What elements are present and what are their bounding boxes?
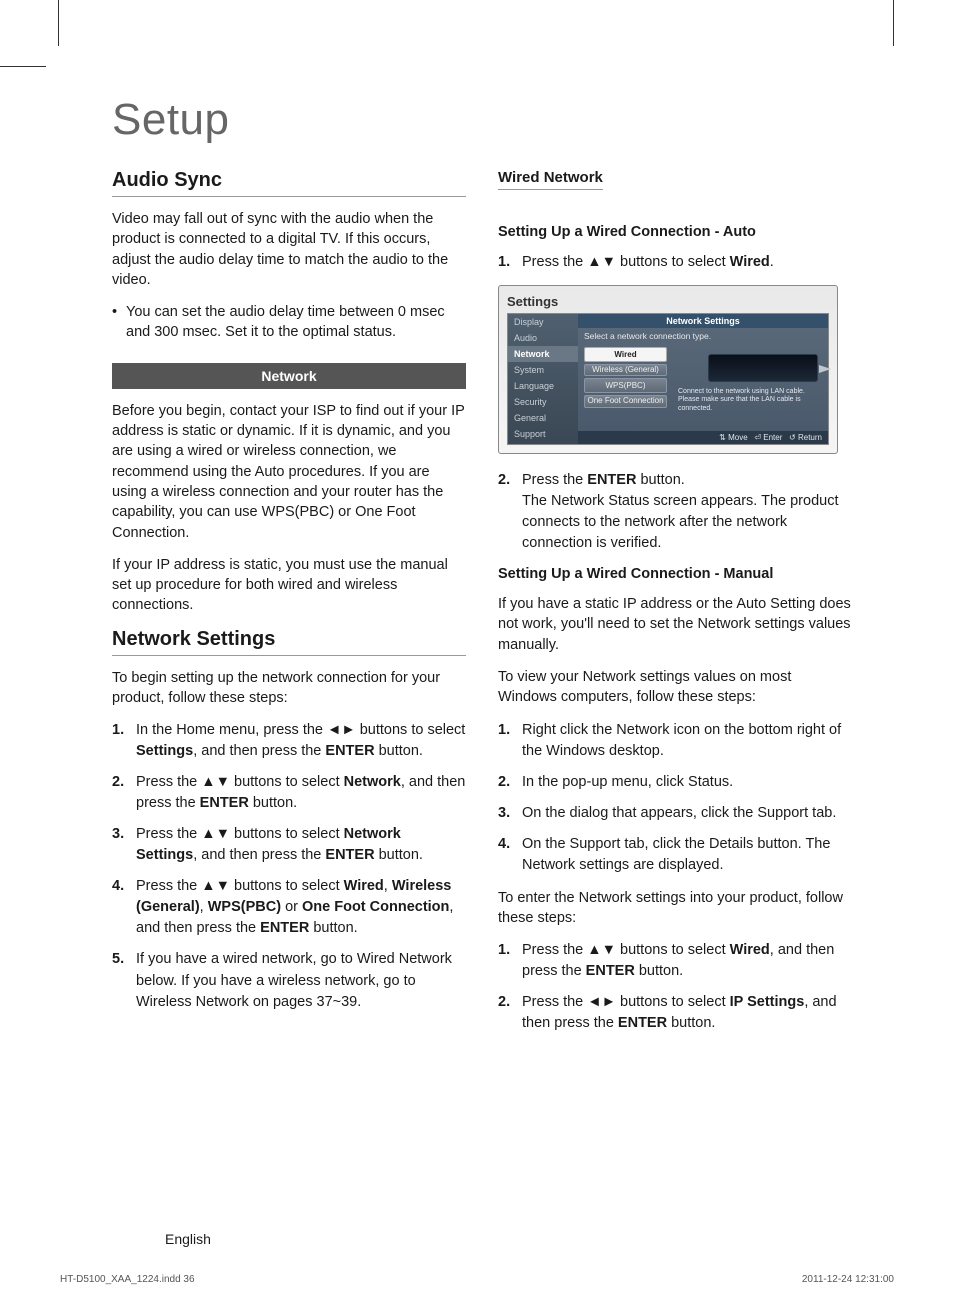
subheading-wired-auto: Setting Up a Wired Connection - Auto <box>498 224 852 240</box>
step-item: Press the ▲▼ buttons to select Wired, Wi… <box>112 876 466 939</box>
enter-icon: ⏎ <box>754 433 761 442</box>
option-wps: WPS(PBC) <box>584 378 667 393</box>
heading-audio-sync: Audio Sync <box>112 169 466 197</box>
heading-network-settings: Network Settings <box>112 628 466 656</box>
page-content: Setup Audio Sync Video may fall out of s… <box>112 95 852 1046</box>
step-item: Press the ENTER button.The Network Statu… <box>498 470 852 554</box>
settings-note: Connect to the network using LAN cable. … <box>678 388 822 413</box>
bullet-item: You can set the audio delay time between… <box>112 302 466 343</box>
settings-footer: ⇅ Move ⏎ Enter ↺ Return <box>578 431 828 444</box>
step-item: On the Support tab, click the Details bu… <box>498 834 852 876</box>
indd-timestamp: 2011-12-24 12:31:00 <box>802 1274 894 1285</box>
source-footer: HT-D5100_XAA_1224.indd 36 2011-12-24 12:… <box>60 1274 894 1285</box>
settings-banner: Network Settings <box>578 314 828 328</box>
sidebar-item: Audio <box>508 330 578 346</box>
sidebar-item-selected: Network <box>508 346 578 362</box>
chapter-title: Setup <box>112 95 852 145</box>
step-item: Press the ▲▼ buttons to select Wired. <box>498 252 852 273</box>
sidebar-item: Display <box>508 314 578 330</box>
steps-list: Right click the Network icon on the bott… <box>498 720 852 876</box>
step-item: Right click the Network icon on the bott… <box>498 720 852 762</box>
steps-list: Press the ▲▼ buttons to select Wired, an… <box>498 940 852 1034</box>
settings-hint: Select a network connection type. <box>578 328 828 344</box>
steps-list: Press the ENTER button.The Network Statu… <box>498 470 852 554</box>
option-wired: Wired <box>584 347 667 362</box>
sidebar-item: Support <box>508 426 578 442</box>
right-column: Wired Network Setting Up a Wired Connect… <box>498 169 852 1046</box>
paragraph: To enter the Network settings into your … <box>498 888 852 929</box>
step-item: In the Home menu, press the ◄► buttons t… <box>112 720 466 762</box>
sidebar-item: Language <box>508 378 578 394</box>
step-item: On the dialog that appears, click the Su… <box>498 803 852 824</box>
step-item: In the pop-up menu, click Status. <box>498 772 852 793</box>
step-item: Press the ▲▼ buttons to select Network S… <box>112 824 466 866</box>
sidebar-item: General <box>508 410 578 426</box>
paragraph: If your IP address is static, you must u… <box>112 555 466 616</box>
paragraph: If you have a static IP address or the A… <box>498 594 852 655</box>
settings-title: Settings <box>507 294 829 309</box>
heading-wired-network: Wired Network <box>498 169 603 190</box>
subheading-wired-manual: Setting Up a Wired Connection - Manual <box>498 566 852 582</box>
option-wireless: Wireless (General) <box>584 364 667 376</box>
paragraph: To begin setting up the network connecti… <box>112 668 466 709</box>
indd-filename: HT-D5100_XAA_1224.indd 36 <box>60 1274 195 1285</box>
settings-sidebar: Display Audio Network System Language Se… <box>508 314 578 444</box>
step-item: Press the ▲▼ buttons to select Wired, an… <box>498 940 852 982</box>
step-item: Press the ◄► buttons to select IP Settin… <box>498 992 852 1034</box>
sidebar-item: System <box>508 362 578 378</box>
paragraph: To view your Network settings values on … <box>498 667 852 708</box>
settings-screenshot: Settings Display Audio Network System La… <box>498 285 838 454</box>
step-item: If you have a wired network, go to Wired… <box>112 949 466 1012</box>
paragraph: Before you begin, contact your ISP to fi… <box>112 401 466 543</box>
option-onefoot: One Foot Connection <box>584 395 667 407</box>
return-icon: ↺ <box>789 433 796 442</box>
step-item: Press the ▲▼ buttons to select Network, … <box>112 772 466 814</box>
bar-heading-network: Network <box>112 363 466 389</box>
steps-list: In the Home menu, press the ◄► buttons t… <box>112 720 466 1012</box>
sidebar-item: Security <box>508 394 578 410</box>
device-image <box>708 354 818 382</box>
paragraph: Video may fall out of sync with the audi… <box>112 209 466 290</box>
move-icon: ⇅ <box>719 433 726 442</box>
page-footer-lang: English <box>165 1231 211 1247</box>
left-column: Audio Sync Video may fall out of sync wi… <box>112 169 466 1046</box>
settings-main: Network Settings Select a network connec… <box>578 314 828 444</box>
steps-list: Press the ▲▼ buttons to select Wired. <box>498 252 852 273</box>
